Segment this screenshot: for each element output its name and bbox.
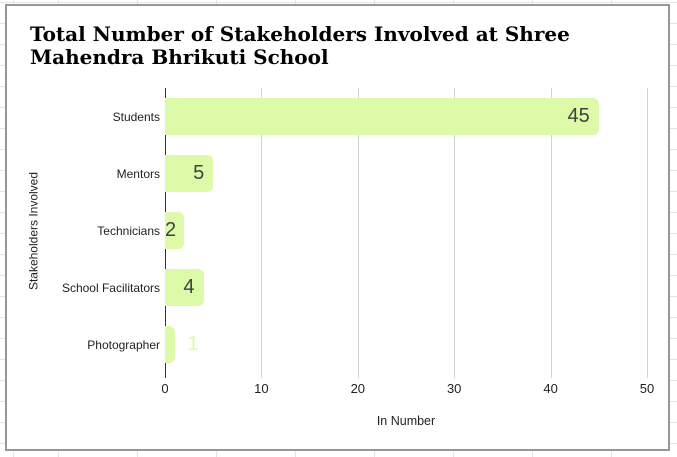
x-axis-title: In Number <box>376 414 436 428</box>
bar-value-label: 1 <box>187 333 199 355</box>
x-tick-label: 20 <box>350 381 366 396</box>
bar-technicians[interactable] <box>165 212 185 249</box>
gridline <box>357 88 359 378</box>
bar-school-facilitators[interactable] <box>165 269 204 306</box>
bar-value-label: 5 <box>193 162 205 184</box>
chart-container[interactable]: Total Number of Stakeholders Involved at… <box>5 4 670 451</box>
bar-value-label: 4 <box>183 276 195 298</box>
gridline <box>647 88 648 378</box>
category-label: Photographer <box>87 337 160 352</box>
gridline <box>550 88 552 378</box>
gridline <box>454 88 456 378</box>
plot-area: 45 5 2 4 1 <box>165 88 661 378</box>
category-label: Technicians <box>97 223 160 238</box>
bar-value-label: 2 <box>165 219 177 241</box>
category-label: School Facilitators <box>61 280 160 295</box>
bar-mentors[interactable] <box>165 155 214 192</box>
x-tick-label: 0 <box>161 381 169 396</box>
x-tick-label: 40 <box>543 381 558 396</box>
bar-students[interactable] <box>165 98 599 135</box>
chart-title: Total Number of Stakeholders Involved at… <box>30 22 570 69</box>
category-label: Mentors <box>116 166 160 181</box>
gridline <box>261 88 263 378</box>
category-label: Students <box>112 109 160 124</box>
bar-value-label: 45 <box>567 105 590 127</box>
x-tick-label: 30 <box>446 381 462 396</box>
bar-photographer[interactable] <box>165 326 175 363</box>
x-tick-label: 10 <box>254 381 269 396</box>
x-tick-label: 50 <box>639 381 655 396</box>
